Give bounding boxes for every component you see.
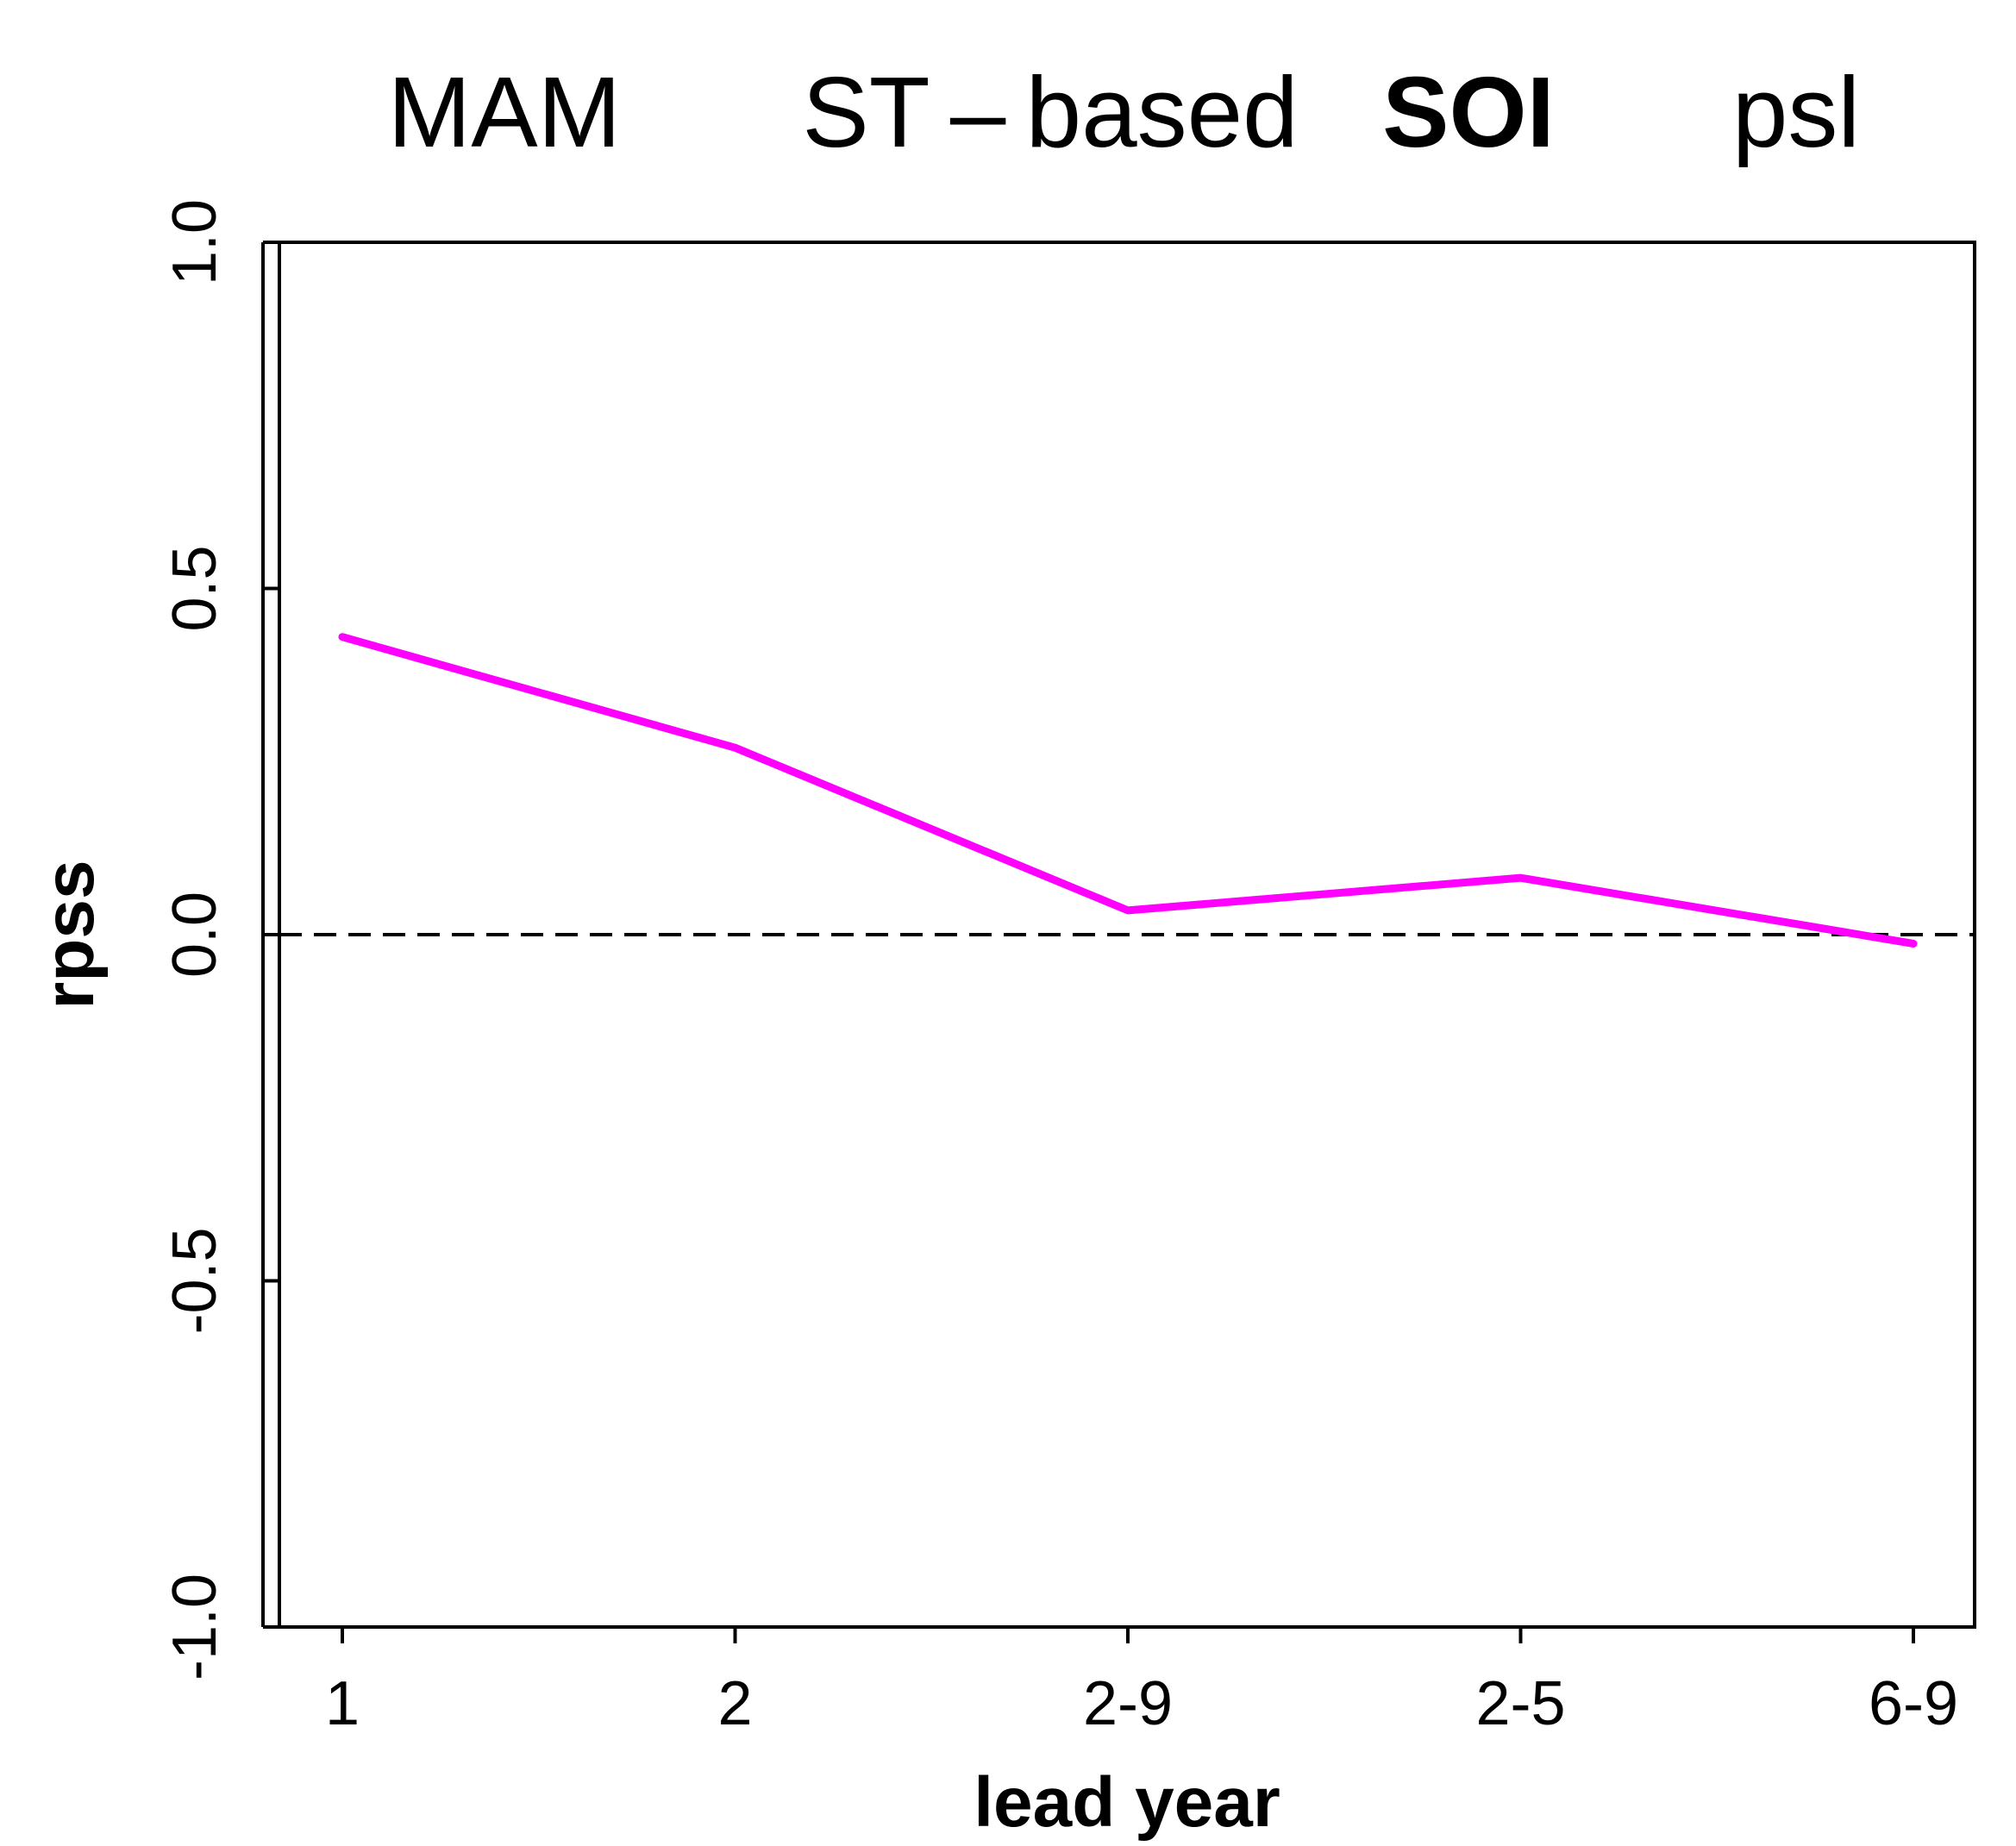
x-axis: 1 2 2-9 2-5 6-9 — [325, 1625, 1958, 1738]
y-tick-label: -1.0 — [160, 1574, 229, 1680]
title-part-4: psl — [1732, 56, 1860, 168]
title-part-1: MAM — [388, 56, 622, 168]
series-lines — [338, 633, 1918, 948]
y-tick-label: -0.5 — [160, 1227, 229, 1334]
chart-title: MAM ST – based SOI psl — [388, 56, 1860, 168]
x-tick-label: 2 — [717, 1669, 752, 1738]
title-part-3: SOI — [1382, 56, 1555, 168]
x-tick-label: 2-9 — [1083, 1669, 1173, 1738]
series-line-1 — [338, 633, 1918, 948]
x-tick-label: 2-5 — [1475, 1669, 1565, 1738]
x-axis-title: lead year — [974, 1763, 1280, 1842]
y-tick-label: 1.0 — [160, 199, 229, 285]
y-tick-label: 0.0 — [160, 892, 229, 978]
x-tick-label: 6-9 — [1869, 1669, 1958, 1738]
x-tick-label: 1 — [325, 1669, 360, 1738]
y-axis-title: rpss — [30, 860, 109, 1009]
y-axis: -1.0 -0.5 0.0 0.5 1.0 — [160, 199, 279, 1680]
y-tick-label: 0.5 — [160, 545, 229, 631]
title-part-2: ST – based — [802, 56, 1298, 168]
